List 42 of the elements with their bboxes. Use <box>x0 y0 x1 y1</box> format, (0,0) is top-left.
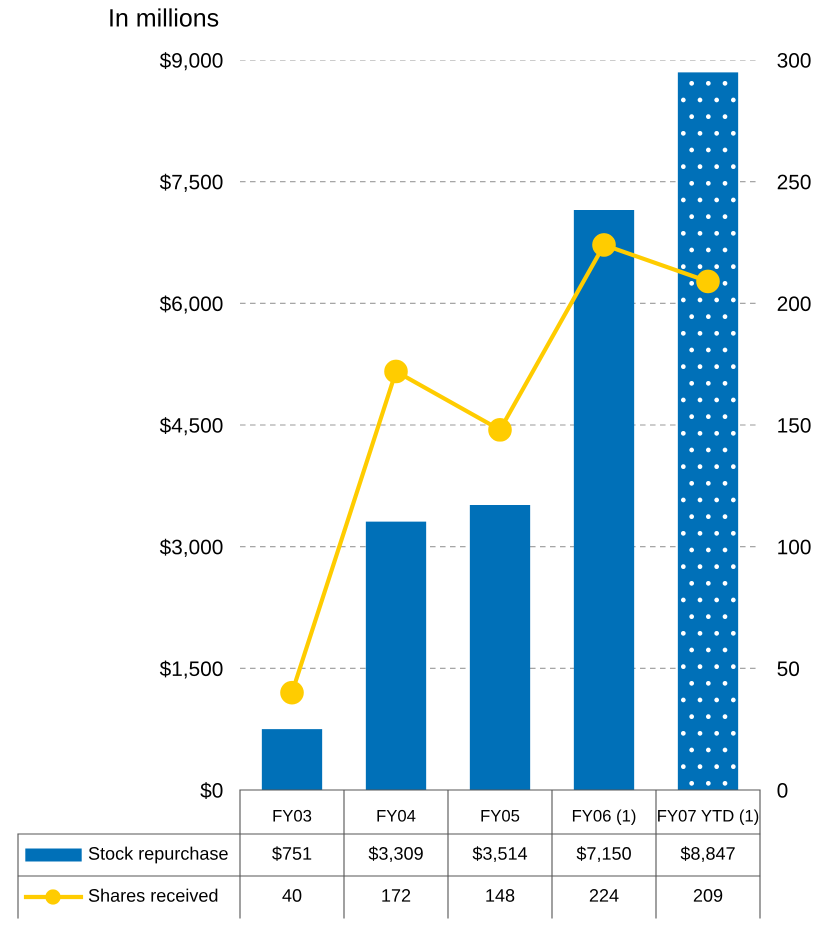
data-label: 224 <box>590 889 619 902</box>
point <box>384 360 408 384</box>
y2-tick-label: 150 <box>778 418 811 433</box>
x-tick-label: FY05 <box>481 810 520 822</box>
data-label: 40 <box>282 889 302 902</box>
bar <box>366 522 426 790</box>
data-label: $3,514 <box>472 846 528 862</box>
x-tick-label: FY04 <box>377 810 416 822</box>
y-tick-label: $3,000 <box>160 538 223 557</box>
x-tick-label: FY03 <box>273 810 312 822</box>
point <box>488 418 512 442</box>
y-tick-label: $1,500 <box>160 660 223 679</box>
y-axis-title: In millions <box>110 8 218 27</box>
y2-tick-label: 300 <box>777 53 811 68</box>
x-tick-label: FY07 YTD (1) <box>658 809 758 825</box>
legend-label: Stock repurchase <box>88 846 228 864</box>
y-tick-label: $7,500 <box>160 174 223 192</box>
y2-tick-label: 100 <box>778 540 811 554</box>
x-tick-label: FY06 (1) <box>572 809 636 825</box>
data-label: 148 <box>486 889 514 902</box>
y2-tick-label: 50 <box>778 661 800 676</box>
data-label: $8,847 <box>680 846 735 862</box>
point <box>280 680 304 704</box>
y-tick-label: $4,500 <box>160 417 223 436</box>
data-label: $751 <box>272 846 312 861</box>
data-label: $7,150 <box>576 846 631 862</box>
bar <box>574 210 634 790</box>
y-tick-label: $0 <box>200 782 223 799</box>
y-tick-label: $9,000 <box>160 52 223 70</box>
point <box>696 270 720 294</box>
bar <box>678 72 738 790</box>
data-label: 172 <box>382 889 410 902</box>
data-label: 209 <box>694 889 722 902</box>
y2-tick-label: 0 <box>777 783 788 798</box>
y2-tick-label: 200 <box>778 296 811 312</box>
y2-tick-label: 250 <box>778 174 811 190</box>
bar <box>262 729 322 790</box>
y-tick-label: $6,000 <box>160 295 223 314</box>
data-label: $3,309 <box>368 846 423 862</box>
point <box>592 233 616 257</box>
bar <box>470 504 530 790</box>
legend-label: Shares received <box>88 888 218 902</box>
